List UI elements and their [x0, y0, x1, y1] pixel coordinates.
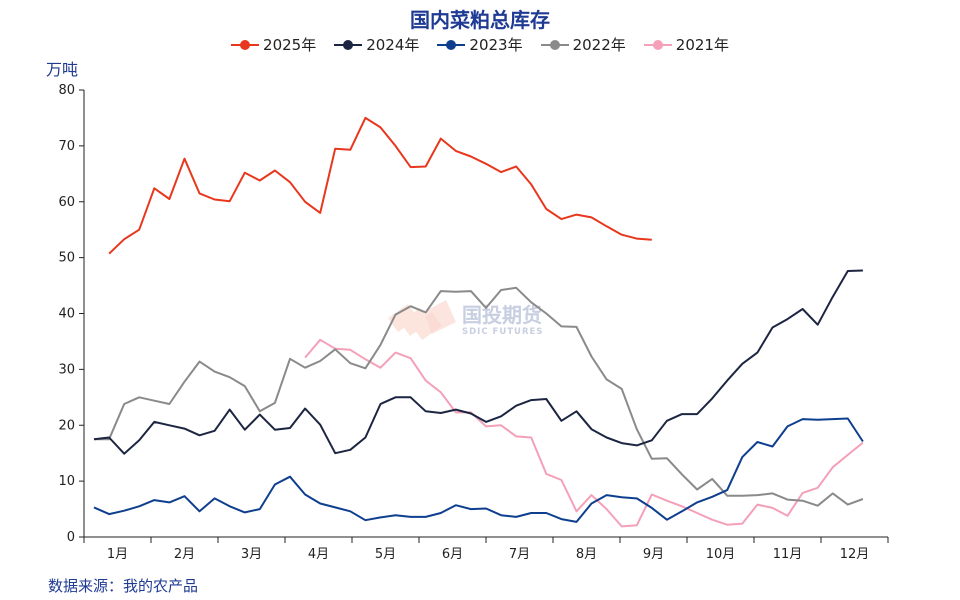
- legend-swatch-icon: [540, 39, 569, 51]
- series-line: [108, 116, 652, 255]
- legend: 2025年 2024年 2023年 2022年 2021年: [0, 34, 960, 55]
- x-tick-label: 11月: [773, 547, 803, 562]
- legend-item: 2023年: [437, 34, 523, 55]
- x-tick-label: 12月: [840, 547, 870, 562]
- chart-title: 国内菜粕总库存: [410, 8, 550, 32]
- y-tick-label: 40: [58, 307, 75, 322]
- series-line: [304, 338, 864, 528]
- legend-item: 2025年: [231, 34, 316, 55]
- x-tick-label: 3月: [241, 547, 262, 562]
- x-tick-label: 4月: [308, 547, 329, 562]
- legend-label: 2024年: [366, 36, 420, 54]
- y-tick-label: 30: [58, 362, 75, 377]
- y-tick-label: 0: [67, 530, 75, 545]
- watermark-text-en: SDIC FUTURES: [462, 327, 543, 337]
- legend-label: 2021年: [675, 36, 729, 54]
- series-2023年: [93, 417, 864, 523]
- series-line: [93, 417, 864, 523]
- legend-swatch-icon: [643, 39, 672, 51]
- x-tick-label: 7月: [509, 547, 530, 562]
- y-axis-unit-label: 万吨: [46, 60, 79, 79]
- legend-swatch-icon: [437, 39, 466, 51]
- series-line: [94, 286, 864, 507]
- x-tick-label: 10月: [706, 547, 736, 562]
- legend-label: 2022年: [572, 36, 626, 54]
- y-tick-label: 70: [58, 139, 75, 154]
- x-tick-label: 1月: [107, 547, 128, 562]
- series-2025年: [108, 116, 652, 255]
- series-2022年: [94, 286, 864, 507]
- legend-item: 2022年: [540, 34, 626, 55]
- y-tick-label: 80: [58, 83, 75, 98]
- data-source-note: 数据来源：我的农产品: [48, 577, 199, 595]
- x-tick-label: 9月: [643, 547, 664, 562]
- legend-label: 2025年: [263, 36, 317, 54]
- legend-label: 2023年: [469, 36, 523, 54]
- y-tick-label: 10: [58, 474, 75, 489]
- watermark-logo: 国投期货 SDIC FUTURES: [388, 300, 543, 340]
- watermark-stripes-icon: [388, 300, 456, 340]
- y-tick-label: 60: [58, 195, 75, 210]
- legend-item: 2021年: [643, 34, 729, 55]
- x-tick-label: 8月: [576, 547, 597, 562]
- legend-swatch-icon: [231, 39, 260, 51]
- legend-swatch-icon: [334, 39, 363, 51]
- x-tick-label: 6月: [442, 547, 463, 562]
- legend-item: 2024年: [334, 34, 419, 55]
- y-tick-label: 50: [58, 251, 75, 266]
- y-tick-label: 20: [58, 418, 75, 433]
- x-tick-label: 2月: [174, 547, 195, 562]
- x-tick-label: 5月: [375, 547, 396, 562]
- series-2021年: [304, 338, 864, 528]
- series-2024年: [93, 269, 863, 455]
- series-line: [93, 269, 863, 455]
- watermark-text-cn: 国投期货: [462, 303, 542, 327]
